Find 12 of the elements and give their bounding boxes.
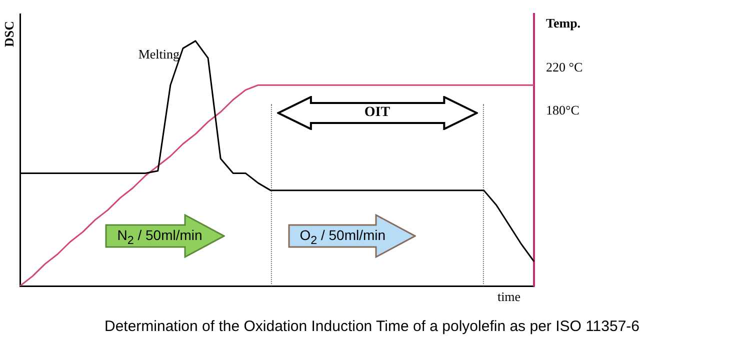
annotation: OIT	[363, 104, 392, 122]
text: Determination of the Oxidation Induction Time of a polyolefin as per ISO 11357-6	[103, 318, 641, 335]
text: 220 °C	[546, 59, 583, 74]
annotation: N$_{2}$ / 50ml/min	[117, 227, 202, 247]
annotation: Melting	[138, 46, 180, 62]
y2-axis-title: Temp.	[546, 15, 581, 30]
right-arrow: O$_{2}$ / 50ml/min	[288, 214, 416, 258]
annotation: O$_{2}$ / 50ml/min	[300, 227, 386, 247]
y-axis-title: DSC	[1, 20, 16, 48]
x-axis-title: time	[497, 288, 521, 304]
text: 180°C	[546, 102, 580, 118]
right-arrow: N$_{2}$ / 50ml/min	[105, 214, 226, 258]
